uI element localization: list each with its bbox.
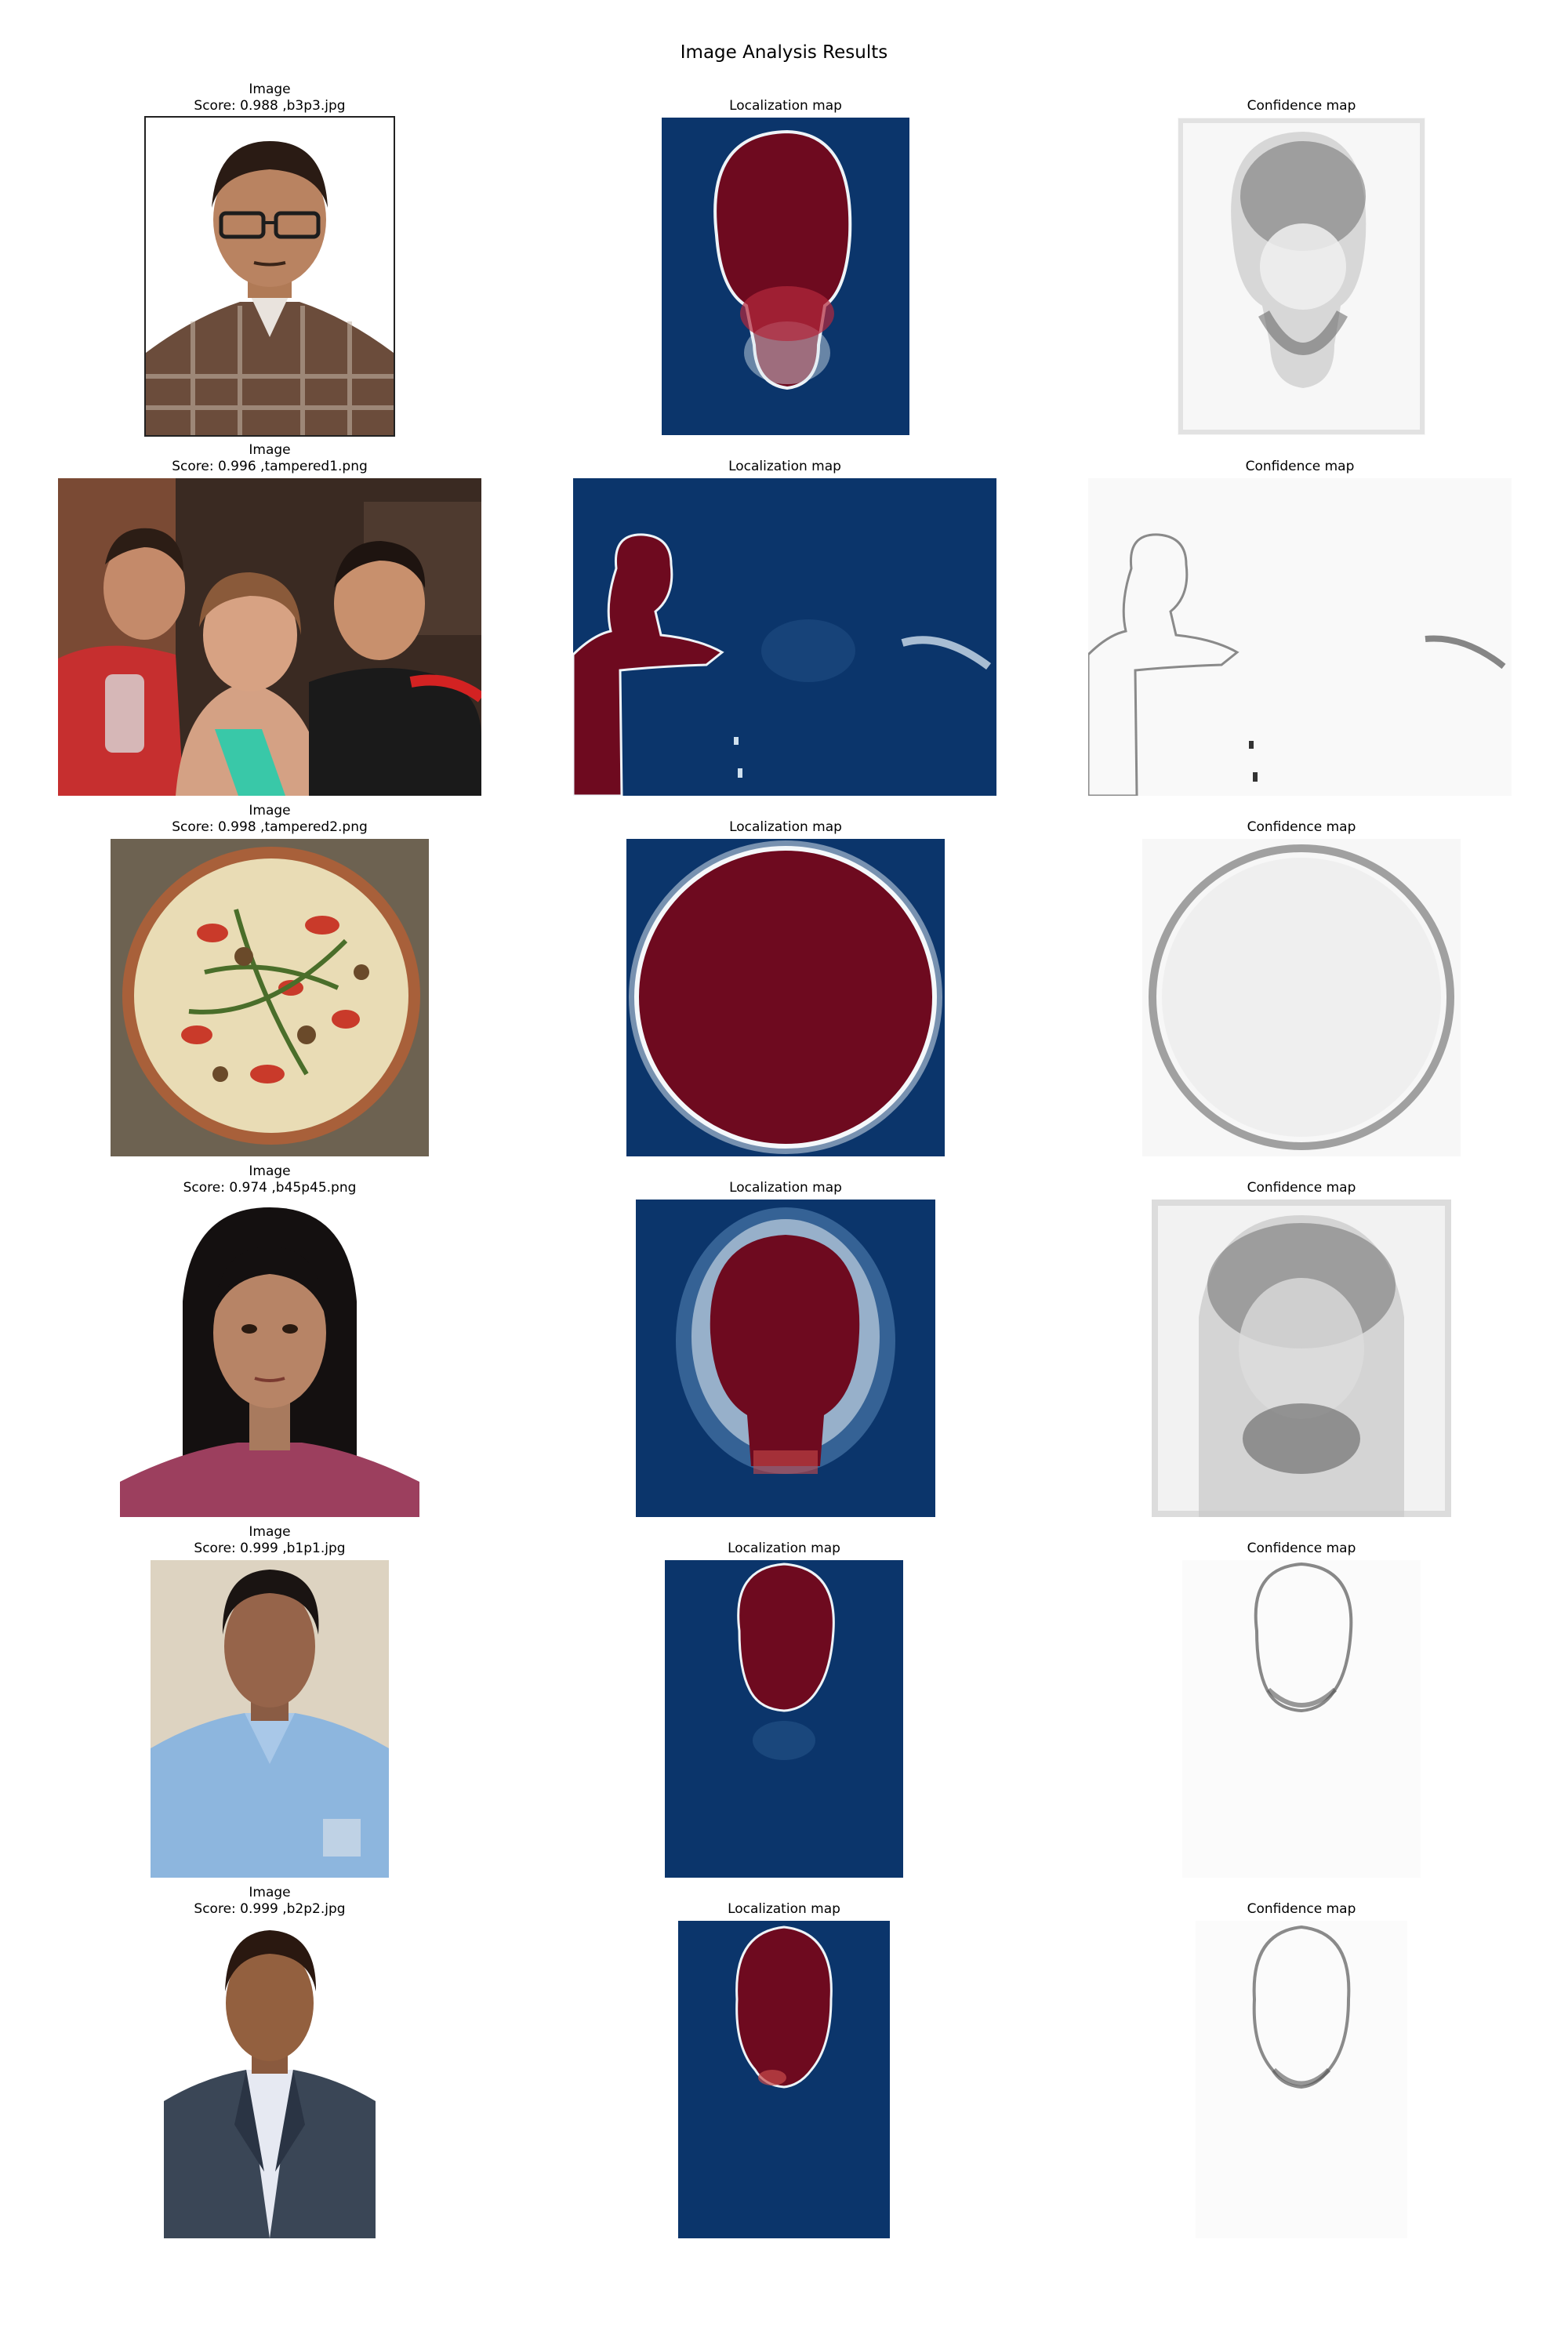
- localization-map-row-2: [573, 478, 996, 796]
- localization-label: Localization map: [729, 819, 842, 835]
- confidence-label: Confidence map: [1245, 459, 1355, 474]
- input-image-portrait-suit: [164, 1921, 376, 2238]
- score-label: Score: 0.998 ,tampered2.png: [172, 819, 368, 835]
- confidence-map-row-1: [1178, 118, 1425, 435]
- confidence-label: Confidence map: [1247, 819, 1356, 835]
- localization-label: Localization map: [729, 1180, 842, 1196]
- input-image-pizza: [111, 839, 429, 1156]
- confidence-label: Confidence map: [1247, 98, 1356, 114]
- input-image-portrait-glasses: [144, 116, 395, 437]
- confidence-map-row-3: [1142, 839, 1461, 1156]
- score-label: Score: 0.974 ,b45p45.png: [183, 1180, 357, 1196]
- localization-map-row-1: [662, 118, 909, 435]
- input-image-portrait-blue-shirt: [151, 1560, 389, 1878]
- localization-label: Localization map: [728, 1541, 840, 1556]
- confidence-label: Confidence map: [1247, 1180, 1356, 1196]
- confidence-label: Confidence map: [1247, 1901, 1356, 1917]
- confidence-map-row-6: [1196, 1921, 1407, 2238]
- image-label: Image: [249, 1524, 291, 1540]
- score-label: Score: 0.988 ,b3p3.jpg: [194, 98, 346, 114]
- localization-label: Localization map: [729, 98, 842, 114]
- confidence-map-row-5: [1182, 1560, 1421, 1878]
- image-label: Image: [249, 82, 291, 97]
- input-image-group-selfie: [58, 478, 481, 796]
- localization-map-row-6: [678, 1921, 890, 2238]
- figure-title: Image Analysis Results: [680, 42, 888, 63]
- image-label: Image: [249, 442, 291, 458]
- score-label: Score: 0.999 ,b1p1.jpg: [194, 1541, 346, 1556]
- localization-label: Localization map: [728, 1901, 840, 1917]
- input-image-portrait-long-hair: [120, 1200, 419, 1517]
- confidence-map-row-4: [1152, 1200, 1451, 1517]
- image-label: Image: [249, 1885, 291, 1900]
- localization-label: Localization map: [728, 459, 841, 474]
- score-label: Score: 0.999 ,b2p2.jpg: [194, 1901, 346, 1917]
- image-label: Image: [249, 803, 291, 818]
- localization-map-row-4: [636, 1200, 935, 1517]
- localization-map-row-5: [665, 1560, 903, 1878]
- confidence-label: Confidence map: [1247, 1541, 1356, 1556]
- confidence-map-row-2: [1088, 478, 1512, 796]
- score-label: Score: 0.996 ,tampered1.png: [172, 459, 368, 474]
- image-label: Image: [249, 1163, 291, 1179]
- localization-map-row-3: [626, 839, 945, 1156]
